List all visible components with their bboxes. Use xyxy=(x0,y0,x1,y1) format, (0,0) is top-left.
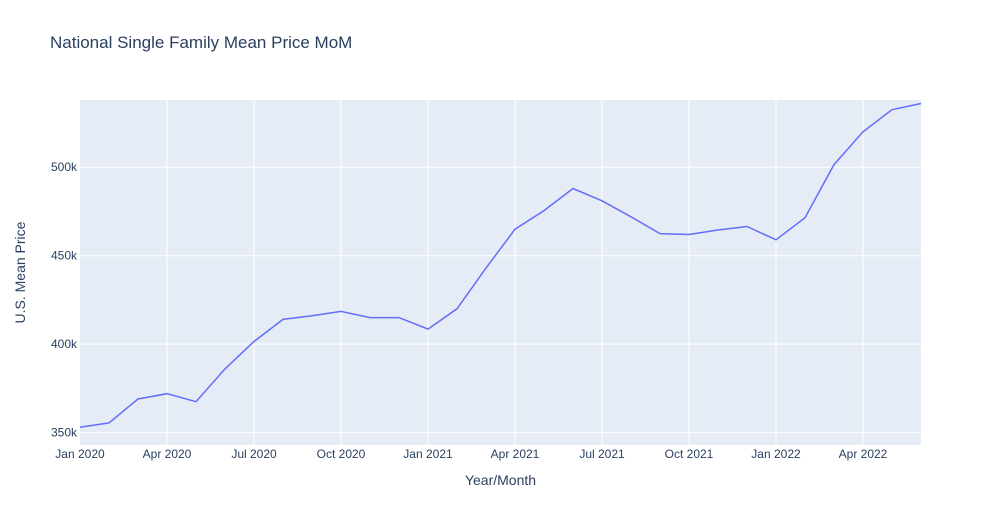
y-axis-title: U.S. Mean Price xyxy=(12,221,28,323)
y-tick-label: 350k xyxy=(51,426,78,440)
x-tick-label: Jan 2022 xyxy=(751,447,801,461)
x-tick-label: Jul 2020 xyxy=(231,447,277,461)
series-line xyxy=(79,102,922,429)
chart-title: National Single Family Mean Price MoM xyxy=(50,33,353,52)
tick-labels: Jan 2020 Apr 2020 Jul 2020 Oct 2020 Jan 2021… xyxy=(51,160,888,461)
y-tick-label: 500k xyxy=(51,160,78,174)
y-tick-label: 450k xyxy=(51,249,78,263)
x-tick-label: Jan 2021 xyxy=(403,447,453,461)
x-tick-label: Apr 2020 xyxy=(143,447,192,461)
plot-background xyxy=(80,100,921,445)
x-tick-label: Jul 2021 xyxy=(579,447,625,461)
x-tick-label: Apr 2022 xyxy=(839,447,888,461)
x-tick-label: Apr 2021 xyxy=(491,447,540,461)
grid-lines xyxy=(80,100,921,445)
y-tick-label: 400k xyxy=(51,337,78,351)
x-axis-title: Year/Month xyxy=(465,472,536,488)
x-tick-label: Jan 2020 xyxy=(55,447,105,461)
x-tick-label: Oct 2021 xyxy=(665,447,714,461)
x-tick-label: Oct 2020 xyxy=(317,447,366,461)
